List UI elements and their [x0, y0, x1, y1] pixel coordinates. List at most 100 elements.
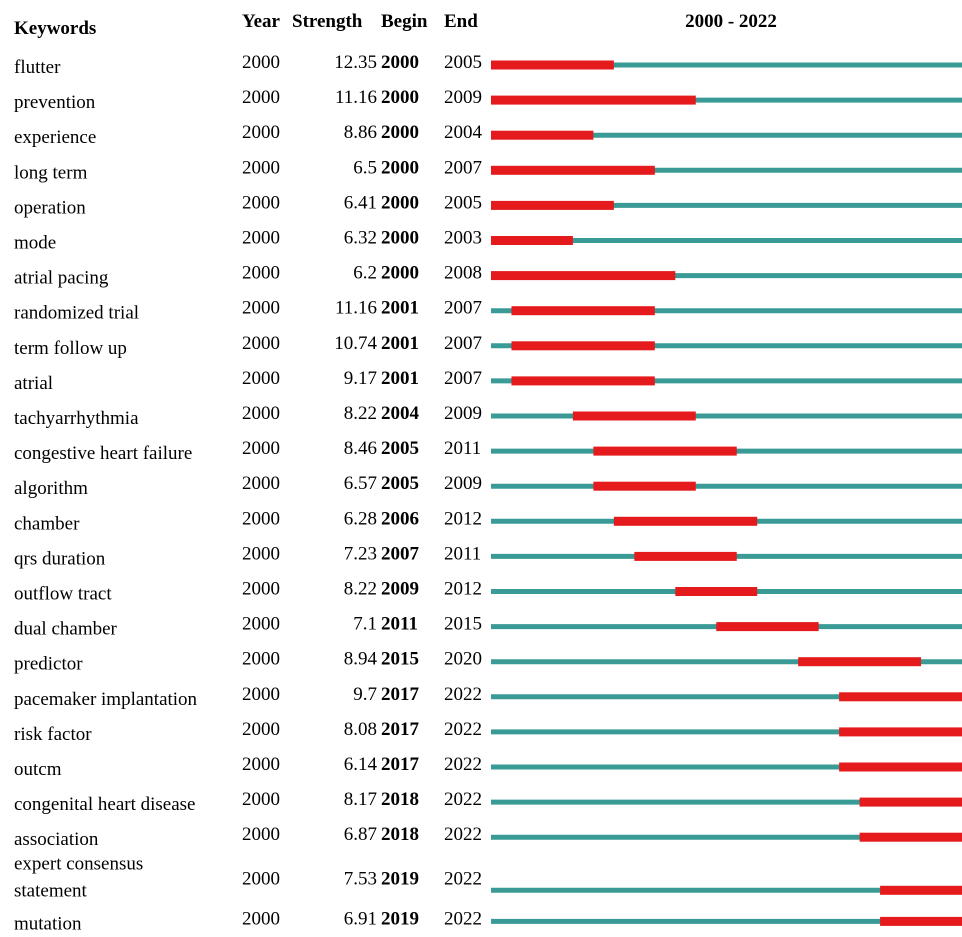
burst-bar — [572, 411, 696, 421]
burst-bar — [491, 130, 594, 140]
strength-value: 6.2 — [353, 263, 377, 284]
end-value: 2022 — [444, 789, 482, 810]
strength-value: 9.7 — [353, 684, 377, 705]
burst-bar — [839, 692, 962, 702]
header-strength: Strength — [292, 11, 363, 32]
header-year: Year — [242, 11, 281, 32]
header-keywords: Keywords — [14, 18, 96, 39]
burst-bar — [491, 165, 655, 175]
keyword-label: association — [14, 829, 99, 850]
end-value: 2007 — [444, 368, 482, 389]
strength-value: 6.91 — [344, 908, 377, 929]
keyword-label: dual chamber — [14, 619, 118, 640]
keyword-label: mode — [14, 233, 56, 254]
strength-value: 8.17 — [344, 789, 377, 810]
year-value: 2000 — [242, 368, 280, 389]
keyword-label: long term — [14, 162, 88, 183]
year-value: 2000 — [242, 192, 280, 213]
begin-value: 2006 — [381, 508, 419, 529]
burst-bar — [798, 657, 922, 667]
burst-bar — [593, 446, 737, 456]
year-value: 2000 — [242, 789, 280, 810]
begin-value: 2019 — [381, 908, 419, 929]
header-begin: Begin — [381, 11, 428, 32]
begin-value: 2009 — [381, 579, 419, 600]
burst-bar — [491, 60, 614, 70]
keyword-label: predictor — [14, 654, 83, 675]
keyword-label: atrial pacing — [14, 268, 109, 289]
begin-value: 2015 — [381, 649, 419, 670]
begin-value: 2000 — [381, 228, 419, 249]
keyword-label: congestive heart failure — [14, 443, 192, 464]
year-value: 2000 — [242, 403, 280, 424]
strength-value: 10.74 — [334, 333, 377, 354]
year-value: 2000 — [242, 908, 280, 929]
begin-value: 2000 — [381, 87, 419, 108]
begin-value: 2017 — [381, 684, 420, 705]
burst-bar — [675, 587, 758, 596]
keyword-label: qrs duration — [14, 548, 106, 569]
year-value: 2000 — [242, 473, 280, 494]
keyword-label: term follow up — [14, 338, 127, 359]
strength-value: 7.1 — [353, 614, 377, 635]
burst-bar — [491, 236, 573, 245]
end-value: 2011 — [444, 543, 481, 564]
burst-bar — [593, 481, 696, 491]
strength-value: 6.87 — [344, 824, 377, 845]
keyword-label: algorithm — [14, 478, 88, 499]
year-value: 2000 — [242, 157, 280, 178]
strength-value: 9.17 — [344, 368, 377, 389]
strength-value: 8.22 — [344, 403, 377, 424]
burst-bar — [491, 200, 614, 210]
year-value: 2000 — [242, 868, 280, 889]
strength-value: 6.57 — [344, 473, 377, 494]
end-value: 2005 — [444, 192, 482, 213]
burst-bar — [859, 797, 962, 807]
year-value: 2000 — [242, 684, 280, 705]
begin-value: 2001 — [381, 368, 419, 389]
begin-value: 2005 — [381, 438, 419, 459]
strength-value: 12.35 — [334, 52, 377, 73]
year-value: 2000 — [242, 263, 280, 284]
strength-value: 7.23 — [344, 543, 377, 564]
begin-value: 2001 — [381, 298, 419, 319]
end-value: 2022 — [444, 824, 482, 845]
end-value: 2007 — [444, 157, 482, 178]
strength-value: 6.32 — [344, 228, 377, 249]
begin-value: 2017 — [381, 719, 420, 740]
strength-value: 6.5 — [353, 157, 377, 178]
year-value: 2000 — [242, 122, 280, 143]
burst-bar — [491, 95, 696, 105]
begin-value: 2007 — [381, 543, 420, 564]
year-value: 2000 — [242, 438, 280, 459]
year-value: 2000 — [242, 333, 280, 354]
burst-bar — [634, 551, 737, 561]
strength-value: 8.46 — [344, 438, 377, 459]
end-value: 2009 — [444, 473, 482, 494]
year-value: 2000 — [242, 87, 280, 108]
begin-value: 2000 — [381, 122, 419, 143]
year-value: 2000 — [242, 298, 280, 319]
keyword-label: experience — [14, 127, 96, 148]
year-value: 2000 — [242, 579, 280, 600]
keyword-label: risk factor — [14, 724, 92, 745]
end-value: 2022 — [444, 908, 482, 929]
end-value: 2012 — [444, 579, 482, 600]
strength-value: 8.08 — [344, 719, 377, 740]
end-value: 2009 — [444, 403, 482, 424]
burst-bar — [613, 516, 758, 526]
end-value: 2022 — [444, 754, 482, 775]
strength-value: 8.86 — [344, 122, 377, 143]
keyword-label: mutation — [14, 913, 82, 934]
begin-value: 2018 — [381, 824, 419, 845]
burst-bar — [511, 306, 655, 316]
keyword-label: congenital heart disease — [14, 794, 195, 815]
keyword-label: randomized trial — [14, 303, 139, 324]
end-value: 2005 — [444, 52, 482, 73]
end-value: 2004 — [444, 122, 483, 143]
keyword-label: statement — [14, 880, 88, 901]
year-value: 2000 — [242, 543, 280, 564]
keyword-label: atrial — [14, 373, 53, 394]
burst-bar — [839, 727, 962, 737]
end-value: 2007 — [444, 333, 482, 354]
